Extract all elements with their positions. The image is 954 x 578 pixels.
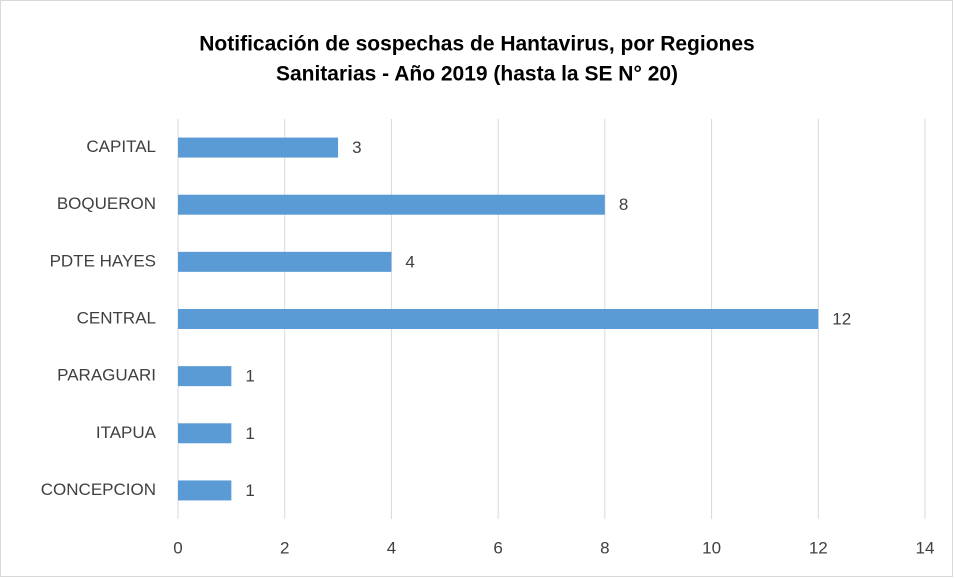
y-tick-label: CAPITAL [86, 137, 156, 156]
bar [178, 309, 819, 329]
x-tick-label: 8 [600, 538, 609, 557]
y-tick-label: CONCEPCION [41, 480, 156, 499]
x-tick-label: 2 [280, 538, 289, 557]
x-tick-label: 4 [387, 538, 396, 557]
y-tick-label: PDTE HAYES [50, 251, 156, 270]
x-tick-label: 12 [809, 538, 828, 557]
bar [178, 194, 605, 215]
y-tick-label: BOQUERON [57, 194, 156, 213]
x-tick-label: 14 [916, 538, 935, 557]
bar [178, 423, 232, 444]
x-tick-label: 6 [493, 538, 502, 557]
bar [178, 137, 339, 158]
chart-title: Sanitarias - Año 2019 (hasta la SE N° 20… [276, 63, 678, 86]
data-label: 3 [352, 138, 361, 157]
y-tick-label: PARAGUARI [57, 366, 156, 385]
bar [178, 251, 392, 272]
x-tick-label: 0 [173, 538, 182, 557]
y-tick-label: CENTRAL [77, 308, 156, 327]
data-label: 4 [405, 252, 414, 271]
bar [178, 480, 232, 501]
data-label: 1 [245, 481, 254, 500]
bar [178, 366, 232, 387]
chart-title: Notificación de sospechas de Hantavirus,… [199, 33, 754, 56]
data-label: 8 [619, 195, 628, 214]
data-label: 12 [832, 309, 851, 328]
data-label: 1 [245, 424, 254, 443]
data-label: 1 [245, 367, 254, 386]
y-tick-label: ITAPUA [96, 423, 157, 442]
x-tick-label: 10 [702, 538, 721, 557]
